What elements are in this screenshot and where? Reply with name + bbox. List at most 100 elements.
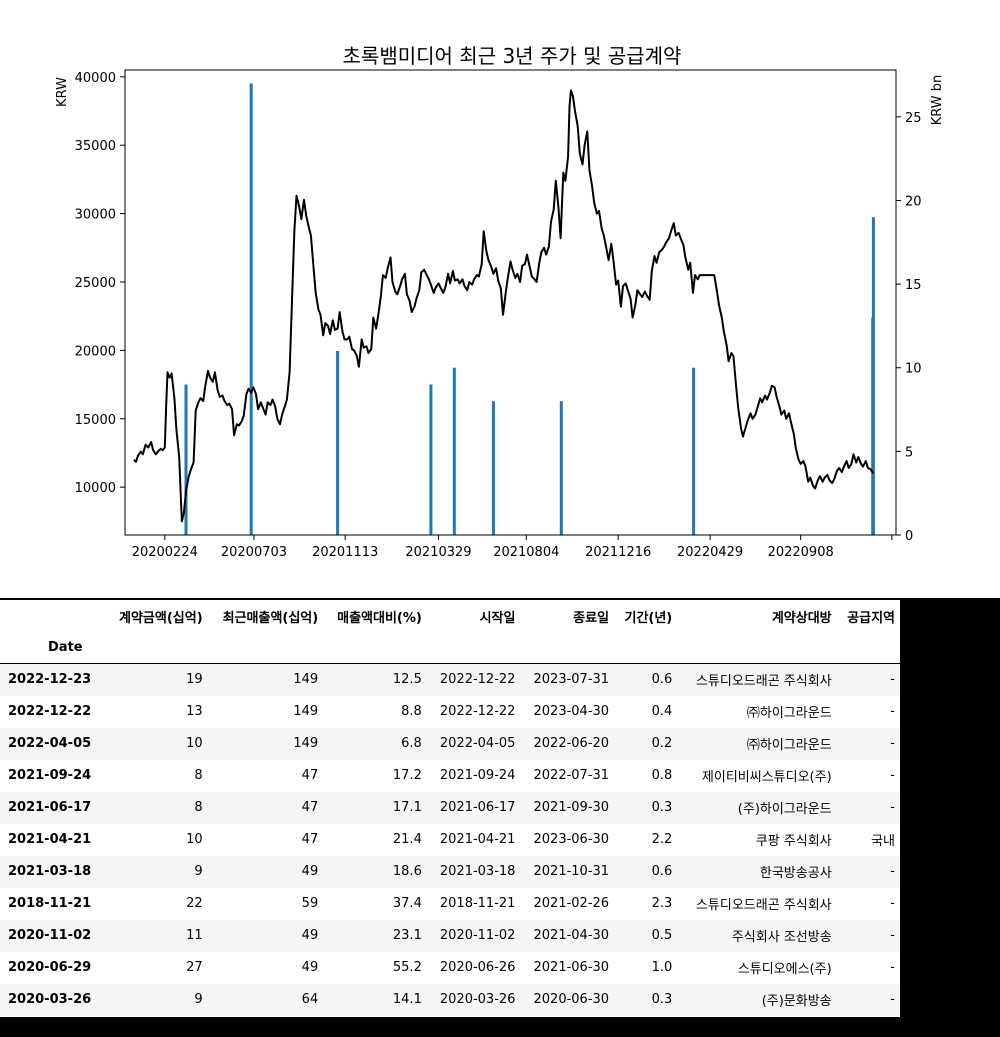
table-cell: 2021-10-31 [533, 864, 610, 879]
row-date: 2022-12-23 [8, 672, 92, 688]
table-cell: 2.2 [651, 832, 673, 847]
y2-tick-label: 0 [905, 529, 913, 544]
table-cell: - [890, 960, 895, 975]
price-line [133, 89, 875, 523]
table-cell: 0.6 [651, 864, 673, 879]
x-tick-label: 20220429 [677, 545, 743, 560]
table-cell: 쿠팡 주식회사 [755, 834, 832, 849]
table-cell: 10 [186, 736, 203, 751]
plot-frame [124, 69, 897, 536]
contract-bar-2022-12-23 [871, 217, 875, 535]
table-cell: 13 [186, 704, 203, 719]
table-cell: 국내 [871, 834, 895, 849]
table-cell: ㈜하이그라운드 [746, 706, 832, 721]
table-cell: 2020-06-30 [533, 992, 610, 1007]
table-cell: 2022-06-20 [533, 736, 610, 751]
table-cell: 2021-06-30 [533, 960, 610, 975]
table-cell: - [890, 928, 895, 943]
table-cell: 2020-11-02 [439, 928, 516, 943]
table-cell: 0.8 [651, 768, 673, 783]
table-cell: 12.5 [392, 672, 422, 688]
table-cell: - [890, 992, 895, 1007]
contract-bar-2021-03-18 [429, 384, 433, 535]
column-header: 기간(년) [624, 610, 673, 626]
table-cell: - [890, 736, 895, 751]
contract-bars [184, 83, 875, 536]
table-cell: 스튜디오드래곤 주식회사 [695, 898, 832, 913]
table-cell: - [890, 896, 895, 911]
table-cell: 2018-11-21 [439, 896, 516, 911]
table-cell: 2021-03-18 [439, 864, 516, 879]
table-cell: 27 [186, 960, 203, 975]
table-cell: 14.1 [392, 992, 422, 1007]
table-cell: 2020-03-26 [439, 992, 516, 1007]
table-cell: 스튜디오에스(주) [737, 962, 832, 977]
table-row: 2021-09-24 8 47 17.2 2021-09-24 2022-07-31 0.8… [0, 759, 900, 792]
table-cell: 49 [301, 928, 319, 943]
x-tick-label: 20210329 [405, 545, 471, 560]
table-cell: 49 [301, 960, 319, 975]
table-cell: 2.3 [651, 896, 673, 911]
table-cell: - [890, 704, 895, 719]
column-header: 계약상대방 [771, 610, 832, 626]
table-row: 2020-06-29 27 49 55.2 2020-06-26 2021-06-30 1.… [0, 951, 900, 984]
table-cell: 2020-06-26 [439, 960, 516, 975]
table-cell: 2021-06-17 [439, 800, 516, 815]
row-date: 2022-12-22 [8, 704, 92, 719]
table-cell: 47 [301, 768, 319, 783]
table-cell: 2021-04-30 [533, 928, 610, 943]
contract-bar-2021-06-17 [491, 401, 495, 535]
column-header: 계약금액(십억) [119, 610, 203, 626]
table-cell: - [890, 864, 895, 879]
x-tick-label: 20201113 [312, 545, 378, 560]
table-cell: 0.3 [651, 992, 673, 1007]
x-tick-label: 20211216 [585, 545, 651, 560]
column-header: 종료일 [573, 610, 610, 626]
table-cell: ㈜하이그라운드 [746, 738, 832, 753]
x-tick-label: 20200703 [221, 545, 287, 560]
table-cell: 6.8 [401, 736, 422, 751]
contract-bar-2020-11-02 [336, 351, 340, 535]
x-tick-label: 20200224 [132, 545, 198, 560]
y-tick-label: 40000 [75, 71, 116, 86]
price-contract-chart: 초록뱀미디어 최근 3년 주가 및 공급계약 KRW KRW bn 100001… [55, 44, 945, 560]
y-tick-label: 30000 [75, 208, 116, 223]
column-header: 공급지역 [847, 610, 895, 626]
x-tick-label: 20220908 [768, 545, 834, 560]
contract-bar-2020-06-29 [249, 83, 253, 536]
y2-tick-label: 25 [905, 111, 922, 126]
row-date: 2020-06-29 [8, 960, 92, 975]
table-row: 2022-04-05 10 149 6.8 2022-04-05 2022-06-20 0.… [0, 727, 900, 760]
table-cell: 59 [301, 896, 319, 911]
table-cell: 22 [186, 896, 203, 911]
index-corner [0, 600, 105, 632]
table-cell: (주)하이그라운드 [737, 802, 832, 817]
table-cell: 9 [194, 864, 203, 879]
row-date: 2021-06-17 [8, 800, 92, 815]
table-body: 2022-12-23 19 149 12.5 2022-12-22 2023-07-31 0… [0, 663, 900, 1016]
column-header: 시작일 [479, 610, 516, 626]
table-row: 2021-06-17 8 47 17.1 2021-06-17 2021-09-30 0.3… [0, 791, 900, 824]
table-cell: 2023-07-31 [533, 672, 610, 688]
table-cell: (주)문화방송 [761, 994, 832, 1009]
table-row: 2022-12-23 19 149 12.5 2022-12-22 2023-07-31 0… [0, 663, 900, 696]
y2-tick-label: 20 [905, 194, 922, 209]
contract-table-area: 계약금액(십억) 최근매출액(십억) 매출액대비(%) 시작일 종료일 기간(년) 계약상대… [0, 600, 900, 1017]
table-cell: - [890, 768, 895, 783]
table-cell: 2021-02-26 [533, 896, 610, 911]
table-cell: 0.3 [651, 800, 673, 815]
column-header: 최근매출액(십억) [222, 610, 319, 626]
table-cell: 47 [301, 832, 319, 847]
table-cell: 2022-04-05 [439, 736, 516, 751]
index-name: Date [0, 632, 106, 664]
table-cell: 37.4 [392, 896, 422, 911]
table-cell: - [890, 672, 895, 688]
table-cell: 1.0 [651, 960, 673, 975]
row-date: 2018-11-21 [8, 896, 92, 911]
table-row: 2018-11-21 22 59 37.4 2018-11-21 2021-02-26 2.… [0, 887, 900, 920]
contract-bar-2021-04-21 [452, 367, 456, 535]
row-date: 2021-03-18 [8, 864, 92, 879]
table-row: 2021-04-21 10 47 21.4 2021-04-21 2023-06-30 2.… [0, 823, 900, 856]
table-cell: 18.6 [392, 864, 422, 879]
y2-tick-label: 5 [905, 445, 913, 460]
